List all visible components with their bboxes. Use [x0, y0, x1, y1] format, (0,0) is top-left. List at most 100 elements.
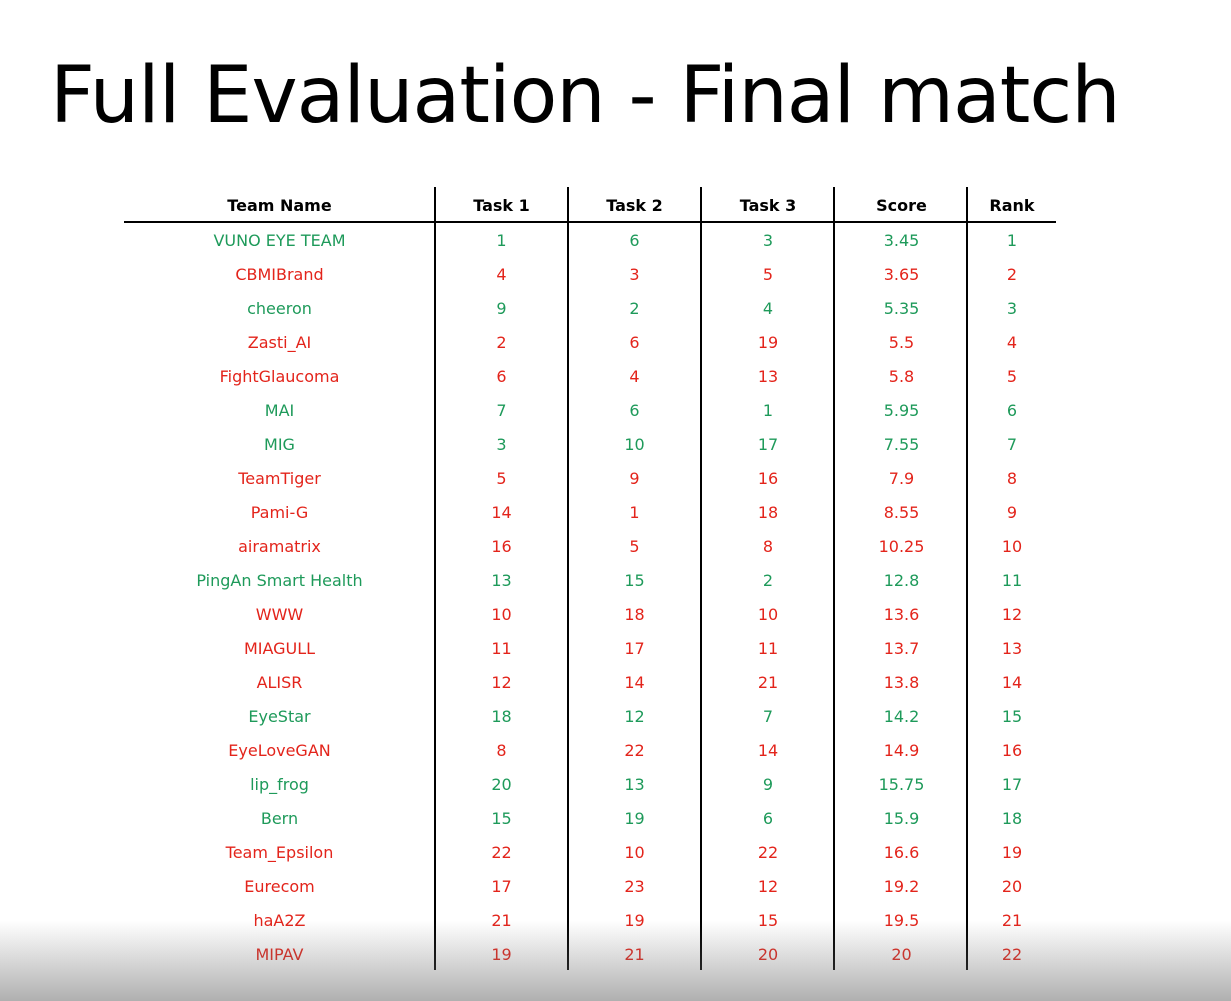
task-2-cell: 12: [624, 706, 645, 726]
task-1-cell: 18: [491, 706, 512, 726]
table-row: VUNO EYE TEAM 1 6 3 3.45 1: [124, 223, 1056, 257]
team-name-cell: PingAn Smart Health: [196, 570, 363, 590]
rank-cell: 2: [1006, 264, 1018, 284]
table-row: Bern 15 19 6 15.9 18: [124, 801, 1056, 835]
score-cell: 3.65: [883, 264, 920, 284]
rank-cell: 15: [1001, 706, 1023, 726]
task-1-cell: 22: [491, 842, 512, 862]
task-2-cell: 19: [624, 808, 645, 828]
task-3-cell: 7: [762, 706, 774, 726]
task-3-cell: 4: [762, 298, 774, 318]
task-3-cell: 8: [762, 536, 774, 556]
score-cell: 5.35: [883, 298, 920, 318]
task-3-cell: 5: [762, 264, 774, 284]
rank-cell: 21: [1001, 910, 1023, 930]
task-1-cell: 2: [496, 332, 507, 352]
table-row: Zasti_AI 2 6 19 5.5 4: [124, 325, 1056, 359]
task-1-cell: 1: [496, 230, 507, 250]
task-2-cell: 6: [629, 332, 640, 352]
team-name-cell: ALISR: [256, 672, 303, 692]
table-row: EyeStar 18 12 7 14.2 15: [124, 699, 1056, 733]
rank-cell: 14: [1001, 672, 1023, 692]
table-row: lip_frog 20 13 9 15.75 17: [124, 767, 1056, 801]
column-divider: [434, 187, 436, 970]
table-row: EyeLoveGAN 8 22 14 14.9 16: [124, 733, 1056, 767]
task-2-cell: 4: [629, 366, 640, 386]
task-2-cell: 15: [624, 570, 645, 590]
table-row: cheeron 9 2 4 5.35 3: [124, 291, 1056, 325]
task-1-cell: 9: [496, 298, 507, 318]
rank-cell: 13: [1001, 638, 1023, 658]
score-cell: 15.9: [883, 808, 920, 828]
task-2-cell: 21: [624, 944, 645, 964]
team-name-cell: cheeron: [247, 298, 312, 318]
score-cell: 15.75: [878, 774, 925, 794]
task-1-cell: 5: [496, 468, 507, 488]
rank-cell: 8: [1006, 468, 1018, 488]
table-row: CBMIBrand 4 3 5 3.65 2: [124, 257, 1056, 291]
team-name-cell: haA2Z: [253, 910, 306, 930]
team-name-cell: lip_frog: [250, 774, 309, 794]
score-cell: 5.8: [888, 366, 915, 386]
results-table: Team Name Task 1 Task 2 Task 3 Score Ran…: [124, 187, 1056, 971]
rank-cell: 1: [1006, 230, 1018, 250]
task-1-cell: 8: [496, 740, 507, 760]
score-cell: 5.5: [888, 332, 915, 352]
score-cell: 14.2: [883, 706, 920, 726]
task-1-cell: 17: [491, 876, 512, 896]
table-row: Pami-G 14 1 18 8.55 9: [124, 495, 1056, 529]
task-2-cell: 19: [624, 910, 645, 930]
task-2-cell: 5: [629, 536, 640, 556]
team-name-cell: Pami-G: [250, 502, 309, 522]
task-1-cell: 11: [491, 638, 512, 658]
header-team-name: Team Name: [227, 196, 332, 215]
score-cell: 7.55: [883, 434, 920, 454]
task-2-cell: 10: [624, 434, 645, 454]
task-3-cell: 17: [757, 434, 779, 454]
score-cell: 16.6: [883, 842, 920, 862]
task-3-cell: 21: [757, 672, 779, 692]
column-divider: [833, 187, 835, 970]
rank-cell: 10: [1001, 536, 1023, 556]
rank-cell: 11: [1001, 570, 1023, 590]
task-1-cell: 12: [491, 672, 512, 692]
rank-cell: 17: [1001, 774, 1023, 794]
score-cell: 7.9: [888, 468, 915, 488]
rank-cell: 7: [1006, 434, 1018, 454]
task-1-cell: 4: [496, 264, 507, 284]
team-name-cell: MIPAV: [255, 944, 304, 964]
task-3-cell: 9: [762, 774, 774, 794]
task-2-cell: 23: [624, 876, 645, 896]
table-row: Team_Epsilon 22 10 22 16.6 19: [124, 835, 1056, 869]
task-3-cell: 19: [757, 332, 779, 352]
task-3-cell: 22: [757, 842, 779, 862]
team-name-cell: VUNO EYE TEAM: [213, 230, 346, 250]
task-3-cell: 10: [757, 604, 779, 624]
rank-cell: 4: [1006, 332, 1018, 352]
task-2-cell: 1: [629, 502, 640, 522]
task-3-cell: 15: [757, 910, 779, 930]
rank-cell: 6: [1006, 400, 1018, 420]
team-name-cell: airamatrix: [238, 536, 321, 556]
rank-cell: 22: [1001, 944, 1023, 964]
header-task-2: Task 2: [606, 196, 663, 215]
table-row: airamatrix 16 5 8 10.25 10: [124, 529, 1056, 563]
task-3-cell: 18: [757, 502, 779, 522]
task-2-cell: 3: [629, 264, 640, 284]
score-cell: 14.9: [883, 740, 920, 760]
table-row: TeamTiger 5 9 16 7.9 8: [124, 461, 1056, 495]
team-name-cell: MIAGULL: [243, 638, 316, 658]
header-score: Score: [876, 196, 927, 215]
score-cell: 8.55: [883, 502, 920, 522]
task-3-cell: 3: [762, 230, 774, 250]
table-row: MIG 3 10 17 7.55 7: [124, 427, 1056, 461]
score-cell: 13.7: [883, 638, 920, 658]
table-header: Team Name Task 1 Task 2 Task 3 Score Ran…: [124, 187, 1056, 223]
table-row: WWW 10 18 10 13.6 12: [124, 597, 1056, 631]
task-1-cell: 6: [496, 366, 507, 386]
task-1-cell: 7: [496, 400, 507, 420]
header-rank: Rank: [989, 196, 1035, 215]
team-name-cell: MAI: [264, 400, 295, 420]
task-1-cell: 21: [491, 910, 512, 930]
table-row: MAI 7 6 1 5.95 6: [124, 393, 1056, 427]
